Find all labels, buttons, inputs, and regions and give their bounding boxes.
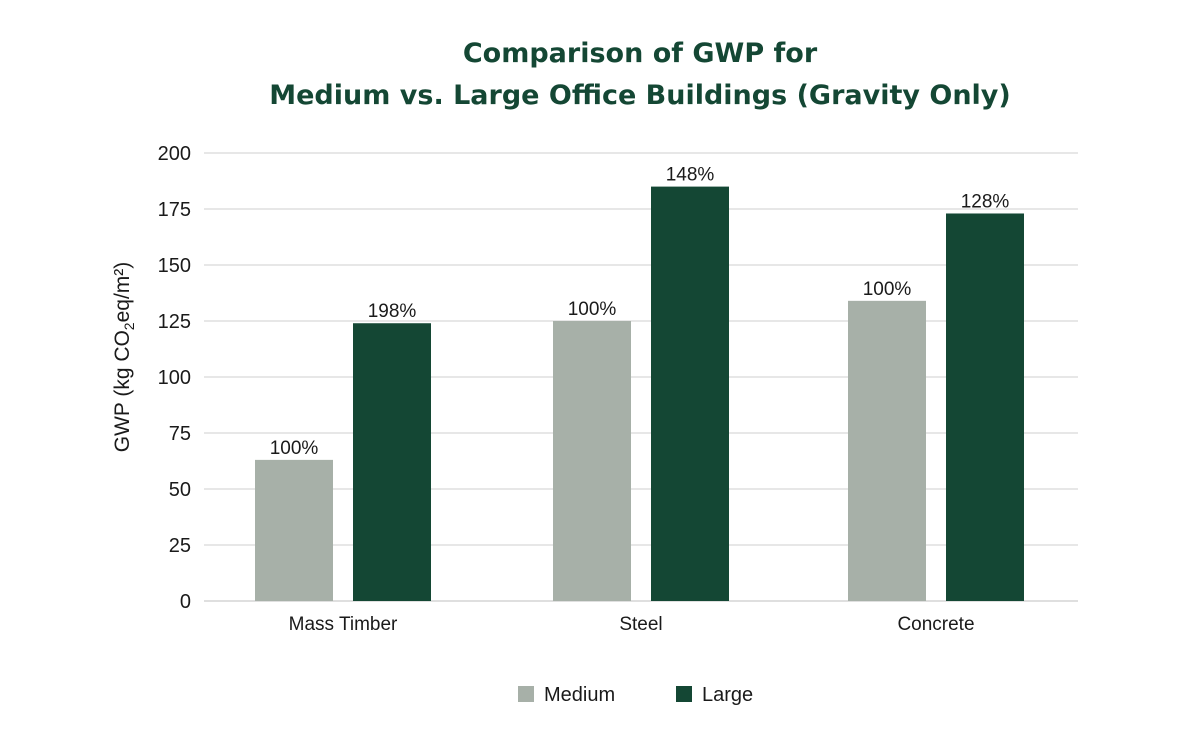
y-tick-label: 200 — [158, 143, 191, 165]
y-axis-label: GWP (kg CO2eq/m²) — [111, 262, 137, 453]
bar-large-concrete — [946, 213, 1024, 602]
bars — [255, 186, 1024, 602]
x-axis-categories: Mass Timber Steel Concrete — [289, 614, 975, 635]
y-tick-label: 50 — [169, 479, 191, 501]
data-label: 148% — [666, 165, 715, 186]
chart-title: Comparison of GWP for — [462, 38, 818, 69]
y-tick-label: 150 — [158, 255, 191, 277]
category-label: Concrete — [897, 614, 974, 635]
bar-medium-concrete — [848, 300, 926, 601]
data-label: 128% — [961, 191, 1010, 212]
y-tick-label: 0 — [180, 591, 191, 613]
category-label: Steel — [619, 614, 662, 635]
data-label: 100% — [270, 438, 319, 459]
y-tick-label: 100 — [158, 367, 191, 389]
legend-swatch-medium — [518, 686, 534, 702]
y-tick-label: 175 — [158, 199, 191, 221]
bar-medium-mass-timber — [255, 459, 333, 601]
y-tick-label: 75 — [169, 423, 191, 445]
y-tick-label: 25 — [169, 535, 191, 557]
legend-label-medium: Medium — [544, 684, 615, 706]
y-axis-label-suffix: eq/m²) — [111, 262, 134, 323]
data-label: 198% — [368, 301, 417, 322]
y-tick-label: 125 — [158, 311, 191, 333]
bar-large-steel — [651, 186, 729, 601]
chart-subtitle: Medium vs. Large Office Buildings (Gravi… — [269, 80, 1011, 111]
legend-label-large: Large — [702, 684, 753, 706]
data-label: 100% — [863, 279, 912, 300]
bar-medium-steel — [553, 321, 631, 601]
data-labels: 100% 198% 100% 148% 100% 128% — [270, 165, 1010, 459]
gridlines — [204, 152, 1078, 602]
bar-large-mass-timber — [353, 323, 431, 601]
y-axis-label-subscript: 2 — [121, 322, 137, 330]
legend-swatch-large — [676, 686, 692, 702]
y-axis-ticks: 0 25 50 75 100 125 150 175 200 — [158, 143, 191, 613]
data-label: 100% — [568, 299, 617, 320]
category-label: Mass Timber — [289, 614, 398, 635]
legend: Medium Large — [518, 684, 753, 706]
y-axis-label-prefix: GWP (kg CO — [111, 330, 134, 452]
